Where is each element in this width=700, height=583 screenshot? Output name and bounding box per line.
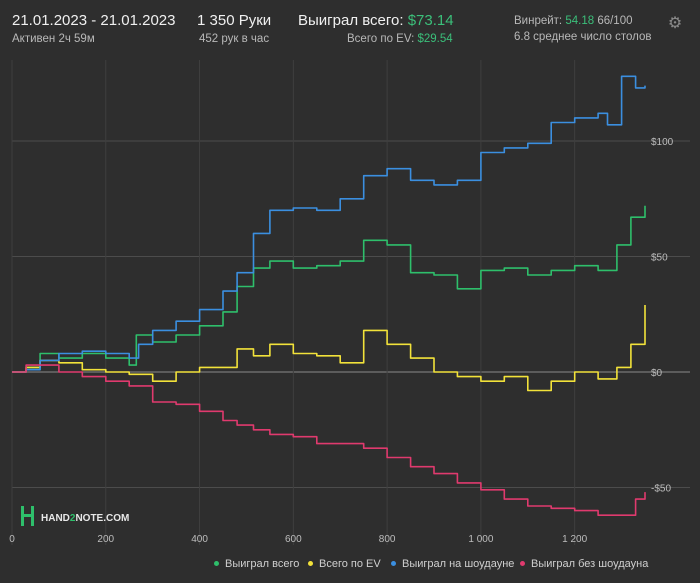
- header: 21.01.2023 - 21.01.2023 Активен 2ч 59м 1…: [0, 0, 700, 58]
- won-total: Выиграл всего: $73.14: [298, 12, 454, 29]
- legend-nonshowdown[interactable]: Выиграл без шоудауна: [520, 558, 648, 570]
- y-tick-label: $0: [651, 368, 663, 379]
- legend-label: Выиграл на шоудауне: [402, 558, 515, 570]
- series-line-2: [12, 75, 646, 373]
- legend-label: Всего по EV: [319, 558, 381, 570]
- legend-showdown[interactable]: Выиграл на шоудауне: [391, 558, 514, 570]
- won-total-label: Выиграл всего:: [298, 12, 404, 29]
- legend-dot: [308, 560, 313, 566]
- series-line-1: [12, 305, 646, 392]
- y-axis: $100 $50 $0 -$50: [651, 137, 674, 495]
- series-line-0: [12, 205, 646, 373]
- active-time: Активен 2ч 59м: [12, 33, 95, 45]
- winrate: Винрейт: 54.18 66/100: [514, 15, 633, 27]
- hand2note-logo-icon: [21, 506, 34, 526]
- y-tick-label: -$50: [651, 484, 671, 495]
- x-tick-label: 200: [97, 534, 114, 545]
- winrate-rest: 66/100: [597, 15, 633, 27]
- legend-label: Выиграл без шоудауна: [531, 558, 649, 570]
- x-axis: 0 200 400 600 800 1 000 1 200: [9, 534, 587, 545]
- legend-dot: [391, 560, 396, 566]
- hands-count: 1 350 Руки: [197, 12, 272, 29]
- gear-icon[interactable]: ⚙: [667, 15, 683, 32]
- avg-tables: 6.8 среднее число столов: [514, 31, 652, 43]
- legend-won[interactable]: Выиграл всего: [214, 558, 299, 570]
- ev-total-value: $29.54: [417, 33, 453, 45]
- ev-total: Всего по EV: $29.54: [347, 33, 453, 45]
- y-tick-label: $50: [651, 253, 668, 264]
- x-tick-label: 1 200: [562, 534, 587, 545]
- x-tick-label: 800: [379, 534, 396, 545]
- series-line-3: [12, 364, 646, 516]
- logo: HAND2NOTE.COM: [21, 506, 129, 526]
- legend-dot: [520, 560, 525, 566]
- winrate-label: Винрейт:: [514, 15, 563, 27]
- y-tick-label: $100: [651, 137, 674, 148]
- x-tick-label: 600: [285, 534, 302, 545]
- legend-dot: [214, 560, 219, 566]
- legend-ev[interactable]: Всего по EV: [308, 558, 381, 570]
- x-tick-label: 1 000: [468, 534, 493, 545]
- date-range[interactable]: 21.01.2023 - 21.01.2023: [12, 12, 176, 29]
- legend-label: Выиграл всего: [225, 558, 300, 570]
- x-tick-label: 400: [191, 534, 208, 545]
- ev-total-label: Всего по EV:: [347, 33, 415, 45]
- grid: [11, 60, 690, 545]
- series-lines: [12, 75, 646, 516]
- x-tick-label: 0: [9, 534, 15, 545]
- won-total-value: $73.14: [407, 12, 454, 29]
- winrate-value: 54.18: [565, 15, 595, 27]
- logo-text: HAND2NOTE.COM: [41, 513, 129, 524]
- hands-per-hour: 452 рук в час: [199, 33, 270, 45]
